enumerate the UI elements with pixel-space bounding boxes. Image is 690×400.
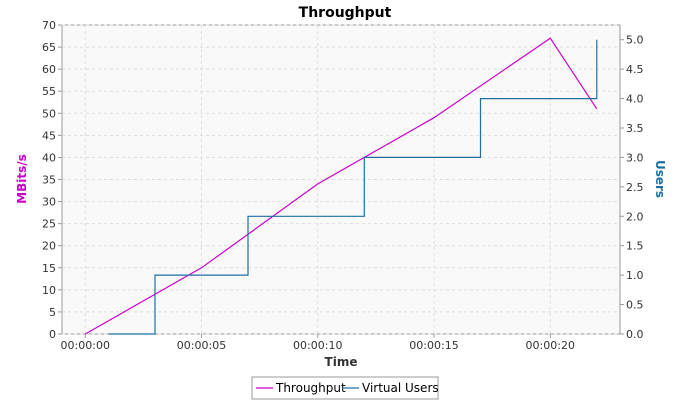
- left-axis: 0 5 10 15 20 25 30 35 40 45 50 55 60 65 70: [42, 19, 62, 341]
- x-tick-label: 00:00:20: [526, 339, 575, 352]
- left-axis-title: MBits/s: [15, 154, 29, 204]
- x-tick-label: 00:00:15: [409, 339, 458, 352]
- left-tick-label: 25: [42, 218, 56, 231]
- legend-label-throughput: Throughput: [275, 381, 346, 395]
- right-axis-title: Users: [653, 160, 667, 198]
- legend-label-virtual-users: Virtual Users: [362, 381, 439, 395]
- x-tick-label: 00:00:10: [293, 339, 342, 352]
- right-tick-label: 3.0: [626, 151, 644, 164]
- x-tick-label: 00:00:05: [177, 339, 226, 352]
- right-axis: 0.0 0.5 1.0 1.5 2.0 2.5 3.0 3.5 4.0 4.5 5.0: [620, 34, 644, 341]
- legend: Throughput Virtual Users: [251, 376, 439, 400]
- left-tick-label: 15: [42, 262, 56, 275]
- series-line-virtual-users: [108, 39, 598, 335]
- left-tick-label: 40: [42, 151, 56, 164]
- right-tick-label: 4.0: [626, 93, 644, 106]
- left-tick-label: 55: [42, 85, 56, 98]
- right-tick-label: 2.5: [626, 181, 644, 194]
- left-tick-label: 45: [42, 129, 56, 142]
- right-tick-label: 5.0: [626, 34, 644, 47]
- chart-title: Throughput: [299, 5, 392, 21]
- left-tick-label: 0: [49, 328, 56, 341]
- left-tick-label: 10: [42, 284, 56, 297]
- left-tick-label: 65: [42, 41, 56, 54]
- right-tick-label: 4.5: [626, 63, 644, 76]
- series-layer: [85, 37, 598, 335]
- x-axis-title: Time: [325, 355, 358, 369]
- left-tick-label: 35: [42, 174, 56, 187]
- left-tick-label: 5: [49, 306, 56, 319]
- grid-lines: [62, 24, 620, 335]
- left-tick-label: 20: [42, 240, 56, 253]
- left-tick-label: 60: [42, 63, 56, 76]
- x-axis: 00:00:00 00:00:05 00:00:10 00:00:15 00:00:20: [61, 334, 575, 352]
- right-tick-label: 1.0: [626, 269, 644, 282]
- left-tick-label: 70: [42, 19, 56, 32]
- left-tick-label: 50: [42, 107, 56, 120]
- right-tick-label: 1.5: [626, 240, 644, 253]
- x-tick-label: 00:00:00: [61, 339, 110, 352]
- right-tick-label: 3.5: [626, 122, 644, 135]
- right-tick-label: 0.5: [626, 299, 644, 312]
- left-tick-label: 30: [42, 196, 56, 209]
- right-tick-label: 2.0: [626, 210, 644, 223]
- right-tick-label: 0.0: [626, 328, 644, 341]
- series-line-throughput: [85, 37, 598, 335]
